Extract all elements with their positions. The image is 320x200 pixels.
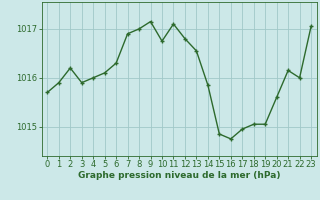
X-axis label: Graphe pression niveau de la mer (hPa): Graphe pression niveau de la mer (hPa) [78,171,280,180]
